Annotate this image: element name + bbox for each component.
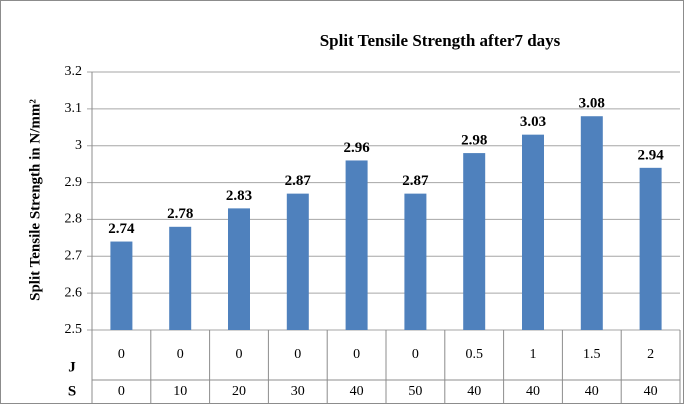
x-tick-label: 0 (118, 384, 125, 399)
x-tick-label: 2 (647, 347, 654, 362)
bar (639, 167, 662, 330)
value-label: 2.87 (402, 173, 429, 189)
x-tick-label: 40 (467, 384, 481, 399)
y-tick-label: 3.2 (65, 64, 83, 79)
y-tick-label: 2.5 (65, 322, 83, 337)
x-tick-label: 40 (350, 384, 364, 399)
x-tick-label: 1.5 (583, 347, 601, 362)
x-tick-label: 10 (173, 384, 187, 399)
bar (404, 193, 427, 330)
value-label: 3.08 (579, 96, 605, 112)
x-tick-label: 40 (585, 384, 599, 399)
value-label: 2.78 (167, 206, 193, 222)
bar (110, 241, 133, 330)
y-tick-label: 2.8 (65, 212, 83, 227)
bar (286, 193, 309, 330)
value-label: 2.74 (108, 221, 135, 237)
bar (580, 116, 603, 330)
row-name: S (68, 383, 76, 399)
y-tick-label: 2.9 (65, 175, 83, 190)
y-tick-label: 3 (75, 138, 82, 153)
value-label: 2.87 (285, 173, 312, 189)
bar (169, 226, 192, 330)
y-tick-label: 3.1 (65, 101, 83, 116)
bar (345, 160, 368, 330)
bar (463, 153, 486, 330)
y-axis-label: Split Tensile Strength in N/mm² (27, 99, 43, 301)
value-label: 2.96 (343, 140, 370, 156)
y-tick-label: 2.6 (65, 285, 83, 300)
bar (228, 208, 250, 330)
x-tick-label: 40 (526, 384, 540, 399)
row-name: J (68, 359, 76, 375)
x-tick-label: 40 (644, 384, 658, 399)
x-tick-label: 0 (236, 347, 243, 362)
value-label: 3.03 (520, 114, 546, 130)
value-label: 2.94 (637, 147, 664, 163)
x-tick-label: 1 (530, 347, 537, 362)
x-tick-label: 30 (291, 384, 305, 399)
value-label: 2.98 (461, 133, 487, 149)
value-label: 2.83 (226, 188, 252, 204)
bar (522, 134, 544, 330)
x-tick-label: 0 (294, 347, 301, 362)
x-tick-label: 0 (177, 347, 184, 362)
x-tick-label: 0 (353, 347, 360, 362)
x-tick-label: 50 (408, 384, 422, 399)
chart-title: Split Tensile Strength after7 days (320, 31, 561, 50)
x-tick-label: 20 (232, 384, 246, 399)
x-tick-label: 0 (412, 347, 419, 362)
y-tick-label: 2.7 (65, 249, 83, 264)
x-tick-label: 0 (118, 347, 125, 362)
x-tick-label: 0.5 (465, 347, 483, 362)
